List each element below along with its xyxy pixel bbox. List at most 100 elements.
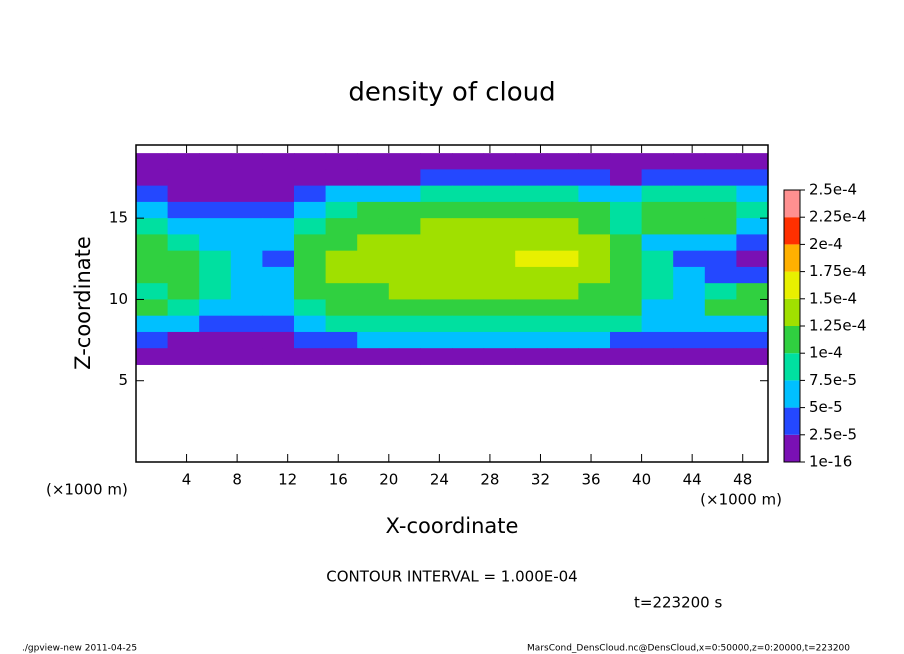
cell bbox=[357, 331, 390, 349]
y-tick-label: 5 bbox=[118, 371, 128, 389]
cell bbox=[610, 348, 643, 365]
colorbar-label: 1.25e-4 bbox=[809, 317, 867, 335]
cell bbox=[641, 185, 674, 203]
cell bbox=[325, 299, 358, 317]
cell bbox=[199, 315, 232, 333]
colorbar-swatch bbox=[784, 217, 800, 245]
cell bbox=[546, 234, 579, 252]
cell bbox=[262, 201, 295, 219]
cell bbox=[736, 250, 769, 268]
cell bbox=[420, 185, 453, 203]
colorbar-swatch bbox=[784, 190, 800, 218]
cell bbox=[673, 331, 706, 349]
cell bbox=[483, 348, 516, 365]
cell bbox=[388, 331, 421, 349]
cell bbox=[167, 266, 200, 284]
cell bbox=[388, 266, 421, 284]
cell bbox=[452, 218, 485, 235]
cell bbox=[452, 283, 485, 300]
cell bbox=[736, 331, 769, 349]
cell bbox=[483, 299, 516, 317]
cell bbox=[483, 250, 516, 268]
cell bbox=[167, 331, 200, 349]
cell bbox=[641, 153, 674, 170]
colorbar-swatch bbox=[784, 380, 800, 408]
colorbar-label: 2.5e-5 bbox=[809, 425, 857, 443]
cell bbox=[515, 185, 548, 203]
cell bbox=[546, 266, 579, 284]
cell bbox=[546, 153, 579, 170]
cell bbox=[610, 283, 643, 300]
cell bbox=[641, 234, 674, 252]
cell bbox=[199, 201, 232, 219]
cell bbox=[167, 169, 200, 187]
cell bbox=[325, 250, 358, 268]
cell bbox=[452, 169, 485, 187]
cell bbox=[388, 299, 421, 317]
cell bbox=[325, 234, 358, 252]
cell bbox=[546, 185, 579, 203]
cell bbox=[230, 234, 263, 252]
cell bbox=[546, 299, 579, 317]
cell bbox=[610, 169, 643, 187]
cell bbox=[452, 153, 485, 170]
y-axis-label: Z-coordinate bbox=[71, 236, 95, 370]
cell bbox=[262, 234, 295, 252]
cell bbox=[420, 283, 453, 300]
cell bbox=[388, 315, 421, 333]
cell bbox=[483, 315, 516, 333]
cell bbox=[357, 315, 390, 333]
cell bbox=[357, 283, 390, 300]
cell bbox=[199, 331, 232, 349]
cell bbox=[136, 250, 169, 268]
cell bbox=[357, 234, 390, 252]
cell bbox=[452, 250, 485, 268]
cell bbox=[167, 348, 200, 365]
cell bbox=[578, 266, 611, 284]
cell bbox=[673, 185, 706, 203]
cell bbox=[167, 234, 200, 252]
x-tick-label: 16 bbox=[329, 471, 348, 489]
cell bbox=[420, 331, 453, 349]
cell bbox=[736, 153, 769, 170]
cell bbox=[515, 315, 548, 333]
cell bbox=[578, 315, 611, 333]
cell bbox=[515, 299, 548, 317]
cell bbox=[515, 250, 548, 268]
cell bbox=[578, 218, 611, 235]
cell bbox=[673, 201, 706, 219]
cell bbox=[294, 218, 327, 235]
cell bbox=[546, 283, 579, 300]
cell bbox=[136, 218, 169, 235]
plot-frame bbox=[135, 144, 769, 463]
cell bbox=[673, 218, 706, 235]
y-tick-label: 10 bbox=[109, 290, 128, 308]
cell bbox=[294, 169, 327, 187]
cell bbox=[420, 266, 453, 284]
colorbar-swatch bbox=[784, 298, 800, 326]
colorbar-swatch bbox=[784, 271, 800, 299]
cell bbox=[420, 153, 453, 170]
cell bbox=[673, 283, 706, 300]
cell bbox=[452, 331, 485, 349]
cell bbox=[325, 185, 358, 203]
cell bbox=[641, 218, 674, 235]
cell bbox=[546, 348, 579, 365]
cell bbox=[294, 234, 327, 252]
cell bbox=[578, 250, 611, 268]
cell bbox=[483, 218, 516, 235]
cell bbox=[199, 299, 232, 317]
cell bbox=[167, 185, 200, 203]
cell bbox=[420, 169, 453, 187]
cell bbox=[546, 218, 579, 235]
cell bbox=[610, 201, 643, 219]
cell bbox=[136, 348, 169, 365]
cell bbox=[483, 234, 516, 252]
cell bbox=[294, 299, 327, 317]
cell bbox=[515, 201, 548, 219]
cell bbox=[736, 169, 769, 187]
cell bbox=[294, 185, 327, 203]
cell bbox=[483, 185, 516, 203]
cell bbox=[262, 250, 295, 268]
